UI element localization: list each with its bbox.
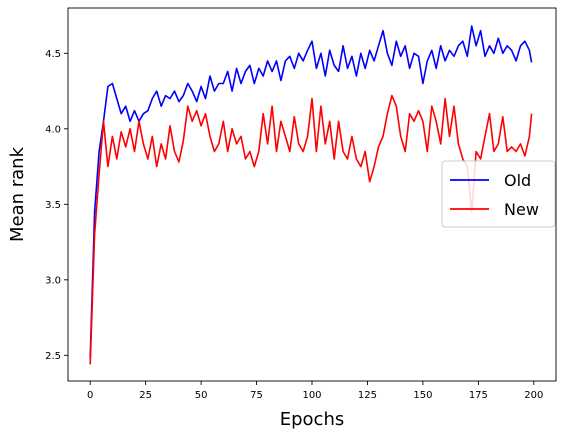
x-tick-label: 150: [413, 390, 432, 401]
x-tick-label: 0: [87, 390, 93, 401]
x-tick-label: 75: [250, 390, 263, 401]
x-tick-label: 50: [195, 390, 208, 401]
x-tick-label: 125: [358, 390, 377, 401]
y-axis-label: Mean rank: [7, 146, 28, 242]
y-tick-label: 3.0: [45, 275, 61, 286]
legend-label-new: New: [504, 200, 539, 219]
y-tick-label: 4.5: [45, 49, 61, 60]
legend: Old New: [441, 160, 556, 228]
series-line-new: [89, 94, 533, 365]
legend-box: [441, 160, 556, 228]
y-tick-label: 3.5: [45, 200, 61, 211]
series-line-old: [89, 25, 533, 359]
x-tick-label: 175: [469, 390, 488, 401]
y-tick-label: 2.5: [45, 351, 61, 362]
x-tick-label: 100: [302, 390, 321, 401]
legend-label-old: Old: [504, 171, 531, 190]
x-tick-label: 25: [139, 390, 152, 401]
plot-lines: [89, 25, 533, 365]
y-tick-label: 4.0: [45, 124, 61, 135]
x-tick-label: 200: [524, 390, 543, 401]
x-axis-label: Epochs: [280, 409, 345, 430]
y-axis-ticks: 2.5 3.0 3.5 4.0 4.5: [45, 49, 68, 362]
x-axis-ticks: 0 25 50 75 100 125 150 175 200: [87, 381, 543, 401]
